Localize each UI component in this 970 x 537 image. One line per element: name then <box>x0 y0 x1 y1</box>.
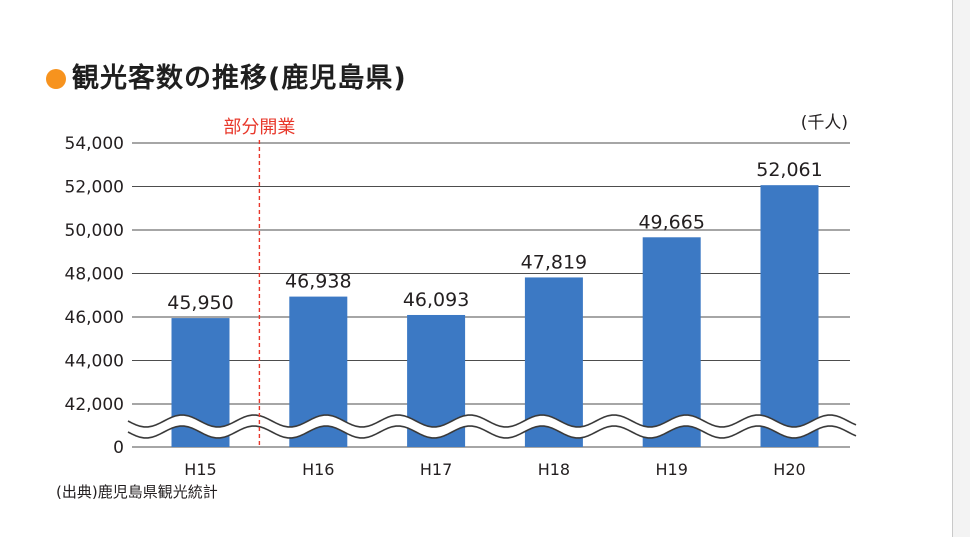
y-tick-label: 46,000 <box>65 308 124 328</box>
x-tick-label: H16 <box>302 460 334 479</box>
data-label: 52,061 <box>756 159 822 181</box>
data-label: 47,819 <box>521 251 587 273</box>
bar <box>760 185 819 447</box>
page-edge <box>952 0 970 537</box>
y-tick-label: 0 <box>113 438 124 458</box>
x-tick-label: H19 <box>656 460 688 479</box>
y-tick-label: 52,000 <box>65 178 124 198</box>
chart-title-text: 観光客数の推移(鹿児島県) <box>72 63 407 94</box>
y-tick-label: 42,000 <box>65 395 124 415</box>
axis-break-wave <box>127 425 857 439</box>
axis-break-wave <box>127 414 857 428</box>
x-tick-label: H17 <box>420 460 452 479</box>
x-tick-label: H15 <box>184 460 216 479</box>
y-tick-label: 44,000 <box>65 352 124 372</box>
x-tick-label: H20 <box>773 460 805 479</box>
data-label: 46,938 <box>285 271 351 293</box>
y-tick-label: 54,000 <box>65 134 124 154</box>
x-tick-label: H18 <box>538 460 570 479</box>
data-label: 49,665 <box>638 211 704 233</box>
annotation-label: 部分開業 <box>223 117 295 138</box>
unit-label: (千人) <box>801 113 848 133</box>
data-label: 45,950 <box>167 292 233 314</box>
chart-title: 観光客数の推移(鹿児島県) <box>46 56 407 95</box>
source-note: (出典)鹿児島県観光統計 <box>56 483 218 501</box>
y-tick-label: 48,000 <box>65 265 124 285</box>
bar <box>642 237 701 447</box>
y-tick-label: 50,000 <box>65 221 124 241</box>
data-label: 46,093 <box>403 289 469 311</box>
bullet-dot-icon <box>46 69 66 89</box>
